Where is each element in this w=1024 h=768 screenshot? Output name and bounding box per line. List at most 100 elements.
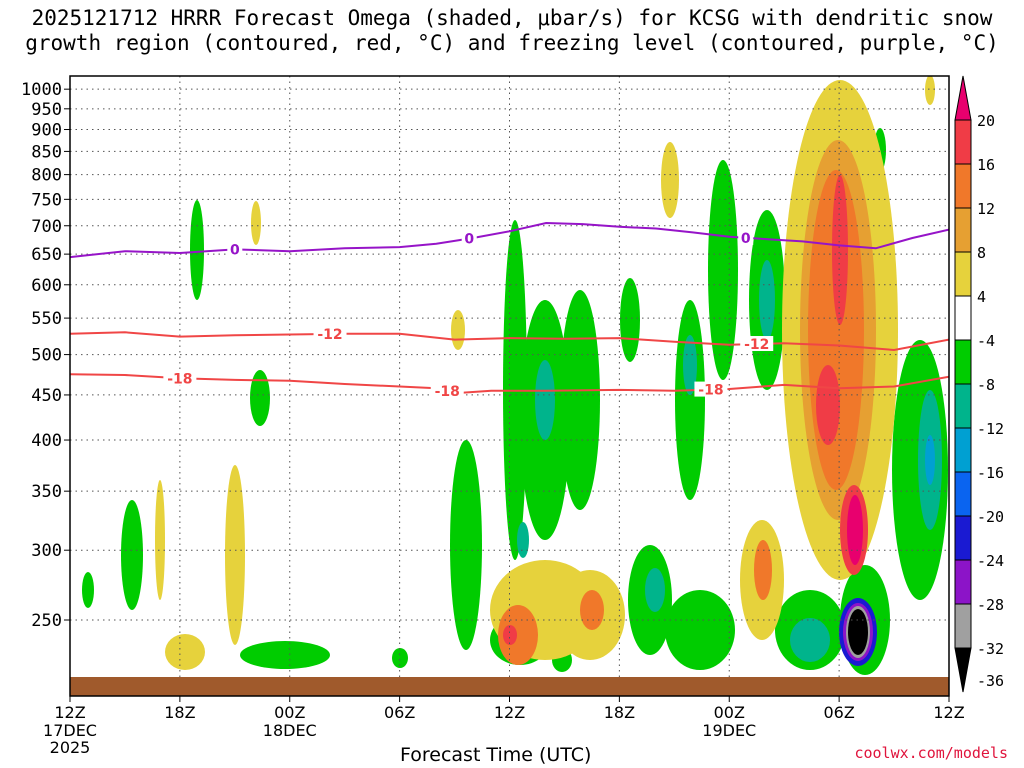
contour-label-bg [163,370,197,386]
omega-region [816,365,840,445]
omega-region [832,175,848,325]
colorbar-swatch [954,251,972,297]
omega-region [661,142,679,218]
omega-region [451,310,465,350]
omega-region [665,590,735,670]
y-tick-label: 550 [31,309,62,329]
contour-label-bg [694,381,728,397]
colorbar-label: 8 [977,244,986,262]
x-date-label: 18DEC [263,721,317,740]
x-tick-label: 00Z [274,703,305,722]
omega-region [392,648,408,668]
x-tick-label: 12Z [54,703,85,722]
x-tick-label: 12Z [933,703,964,722]
y-tick-label: 400 [31,431,62,451]
x-date-label: 19DEC [702,721,756,740]
contour-line [70,373,949,395]
omega-region [250,370,270,426]
omega-region [847,495,863,565]
y-axis: 2503003504004505005506006507007508008509… [21,80,70,631]
contour-label-bg [227,241,243,257]
colorbar-label: 12 [977,200,995,218]
colorbar-label: 4 [977,288,986,306]
colorbar-label: -8 [977,376,995,394]
omega-region [155,480,165,600]
y-tick-label: 300 [31,541,62,561]
contour-label: -12 [317,327,342,343]
colorbar-label: -24 [977,552,1004,570]
contour-label: -18 [435,384,460,400]
y-tick-label: 850 [31,142,62,162]
colorbar-label: 16 [977,156,995,174]
colorbar-swatch [954,515,972,561]
title-line-1: 2025121712 HRRR Forecast Omega (shaded, … [31,6,993,30]
colorbar-swatch [954,383,972,429]
y-tick-label: 1000 [21,80,62,100]
chart-title: 2025121712 HRRR Forecast Omega (shaded, … [0,6,1024,56]
omega-region [925,435,935,485]
colorbar-label: 20 [977,112,995,130]
omega-region [645,568,665,612]
contour-line [70,331,949,352]
title-line-2: growth region (contoured, red, °C) and f… [25,31,999,55]
omega-region [121,500,143,610]
y-tick-label: 950 [31,100,62,120]
omega-region [675,300,705,500]
omega-region [848,609,868,655]
contour-label-bg [313,325,347,341]
colorbar-swatch [954,471,972,517]
y-tick-label: 700 [31,217,62,237]
contour-label-bg [430,383,464,399]
x-date-label: 17DEC [43,721,97,740]
omega-region [560,290,600,510]
colorbar: 20 16 12 8 4 -4 -8 -12 -16 -20 -24 -28 -32 -36 [954,75,1004,693]
contour-label: -18 [167,371,192,387]
omega-region [708,160,738,380]
omega-region [240,641,330,669]
y-tick-label: 800 [31,166,62,186]
omega-region [754,540,772,600]
omega-region [165,634,205,670]
colorbar-label: -28 [977,596,1004,614]
y-tick-label: 450 [31,386,62,406]
terrain-band [70,677,949,696]
x-tick-label: 12Z [494,703,525,722]
omega-region [82,572,94,608]
x-date-label: 2025 [50,738,91,757]
omega-region [925,76,935,105]
y-tick-label: 600 [31,276,62,296]
colorbar-swatch [954,427,972,473]
colorbar-label: -16 [977,464,1004,482]
contour-label-bg [738,229,754,245]
omega-region [517,522,529,558]
x-axis: 12Z 18Z 00Z 06Z 12Z 18Z 00Z 06Z 12Z17DEC202518DE… [43,696,965,757]
omega-region [251,201,261,245]
omega-region [450,440,482,650]
omega-region [535,360,555,440]
y-tick-label: 900 [31,121,62,141]
contour-label-bg [740,336,774,352]
contour-label: -12 [744,337,769,353]
omega-region [759,260,775,340]
colorbar-swatch [954,295,972,341]
contour-label: 0 [741,231,751,247]
colorbar-swatch [954,647,972,693]
x-tick-label: 18Z [604,703,635,722]
colorbar-label: -20 [977,508,1004,526]
temperature-contours: -18 -18 -18 -12 -12 0 0 0 [70,221,949,400]
gridlines [70,76,949,696]
y-tick-label: 250 [31,611,62,631]
omega-region [790,618,830,662]
x-axis-label: Forecast Time (UTC) [400,744,592,766]
contour-label: -18 [698,383,723,399]
colorbar-label: -36 [977,672,1004,690]
omega-shading [82,76,948,675]
colorbar-swatch [954,119,972,165]
omega-region [503,625,517,645]
contour-line [70,221,949,259]
y-tick-label: 350 [31,482,62,502]
x-tick-label: 06Z [823,703,854,722]
colorbar-label: -12 [977,420,1004,438]
x-tick-label: 00Z [714,703,745,722]
